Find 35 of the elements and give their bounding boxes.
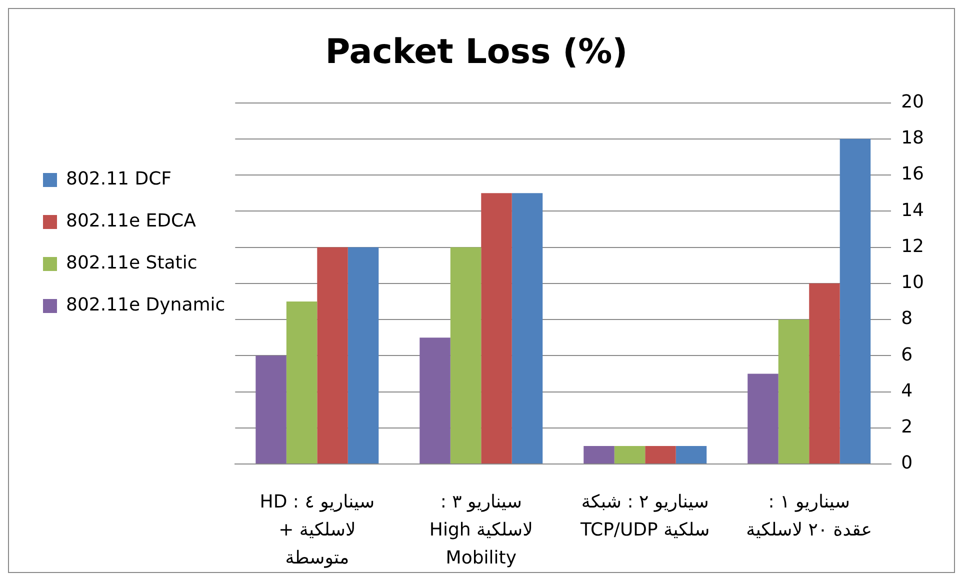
y-tick-label: 0: [901, 452, 913, 474]
bar: [676, 446, 707, 464]
bar: [512, 193, 543, 464]
y-tick-label: 18: [901, 128, 924, 149]
bar: [420, 338, 450, 464]
bar: [584, 446, 614, 464]
legend-label: 802.11e Static: [66, 252, 198, 274]
bar: [778, 320, 810, 464]
bar: [286, 301, 318, 464]
bar: [645, 446, 676, 464]
y-tick-label: 12: [901, 236, 924, 257]
x-tick-label: سيناريو ٤ : HD لاسلكية + متوسطة: [260, 492, 375, 569]
y-tick-label: 4: [901, 380, 913, 402]
y-tick-label: 10: [901, 272, 924, 294]
y-tick-label: 16: [901, 164, 924, 185]
legend-label: 802.11 DCF: [66, 168, 172, 190]
y-tick-label: 8: [901, 308, 913, 330]
bar: [748, 374, 778, 464]
bar: [317, 247, 348, 464]
x-tick-label: سيناريو ١ : عقدة ٢٠ لاسلكية: [746, 492, 872, 541]
bar: [809, 283, 840, 464]
y-tick-label: 6: [901, 344, 913, 366]
y-tick-label: 2: [901, 416, 913, 438]
bar: [348, 247, 379, 464]
bar: [481, 193, 512, 464]
chart-title: Packet Loss (%): [325, 32, 628, 72]
bar: [450, 247, 482, 464]
x-tick-label: سيناريو ٢ : شبكة سلكية TCP/UDP: [580, 492, 710, 541]
bar: [256, 356, 286, 464]
bar: [840, 138, 871, 464]
bar: [614, 446, 646, 464]
y-tick-label: 14: [901, 200, 924, 221]
legend-label: 802.11e EDCA: [66, 210, 197, 232]
legend-label: 802.11e Dynamic: [66, 294, 226, 316]
y-tick-label: 20: [901, 91, 924, 112]
